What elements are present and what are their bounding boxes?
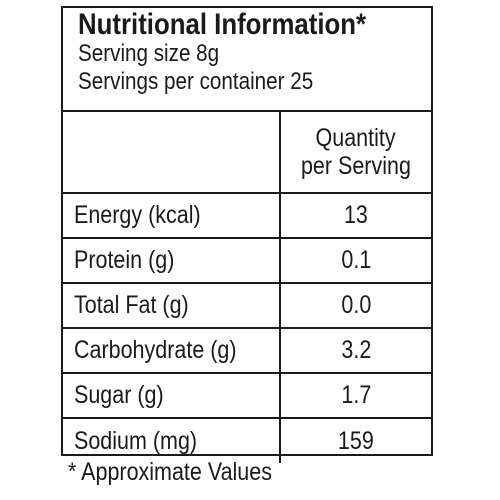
nutrient-label: Sugar (g) <box>74 381 164 409</box>
approximate-values-footnote: * Approximate Values <box>68 458 272 486</box>
quantity-header-line2: per Serving <box>301 152 411 180</box>
nutrition-facts-panel: Nutritional Information* Serving size 8g… <box>61 6 433 463</box>
nutrient-value: 3.2 <box>341 336 371 364</box>
table-row: Total Fat (g) 0.0 <box>63 283 431 329</box>
nutrition-table: Quantity per Serving Energy (kcal) 13 Pr… <box>63 112 431 463</box>
quantity-header-line1: Quantity <box>315 124 397 152</box>
blank-header-cell <box>63 112 281 194</box>
nutrition-header: Nutritional Information* Serving size 8g… <box>63 8 431 112</box>
nutrient-value: 1.7 <box>341 381 371 409</box>
table-row: Sodium (mg) 159 <box>63 418 431 463</box>
nutrient-value: 13 <box>344 201 368 229</box>
nutrient-value: 0.1 <box>341 246 371 274</box>
nutrient-label: Protein (g) <box>74 246 175 274</box>
nutrition-title: Nutritional Information* <box>78 8 367 41</box>
nutrient-label: Carbohydrate (g) <box>74 336 237 364</box>
nutrient-value: 0.0 <box>341 291 371 319</box>
serving-size: Serving size 8g <box>78 40 220 67</box>
nutrient-value: 159 <box>338 426 374 455</box>
quantity-header-cell: Quantity per Serving <box>280 112 431 194</box>
table-row: Carbohydrate (g) 3.2 <box>63 328 431 374</box>
table-header-row: Quantity per Serving <box>63 112 431 194</box>
nutrient-label: Sodium (mg) <box>74 426 198 455</box>
nutrient-label: Total Fat (g) <box>74 291 189 319</box>
table-row: Protein (g) 0.1 <box>63 238 431 284</box>
table-row: Sugar (g) 1.7 <box>63 373 431 419</box>
servings-per-container: Servings per container 25 <box>78 68 314 95</box>
nutrient-label: Energy (kcal) <box>74 201 201 229</box>
table-row: Energy (kcal) 13 <box>63 193 431 239</box>
